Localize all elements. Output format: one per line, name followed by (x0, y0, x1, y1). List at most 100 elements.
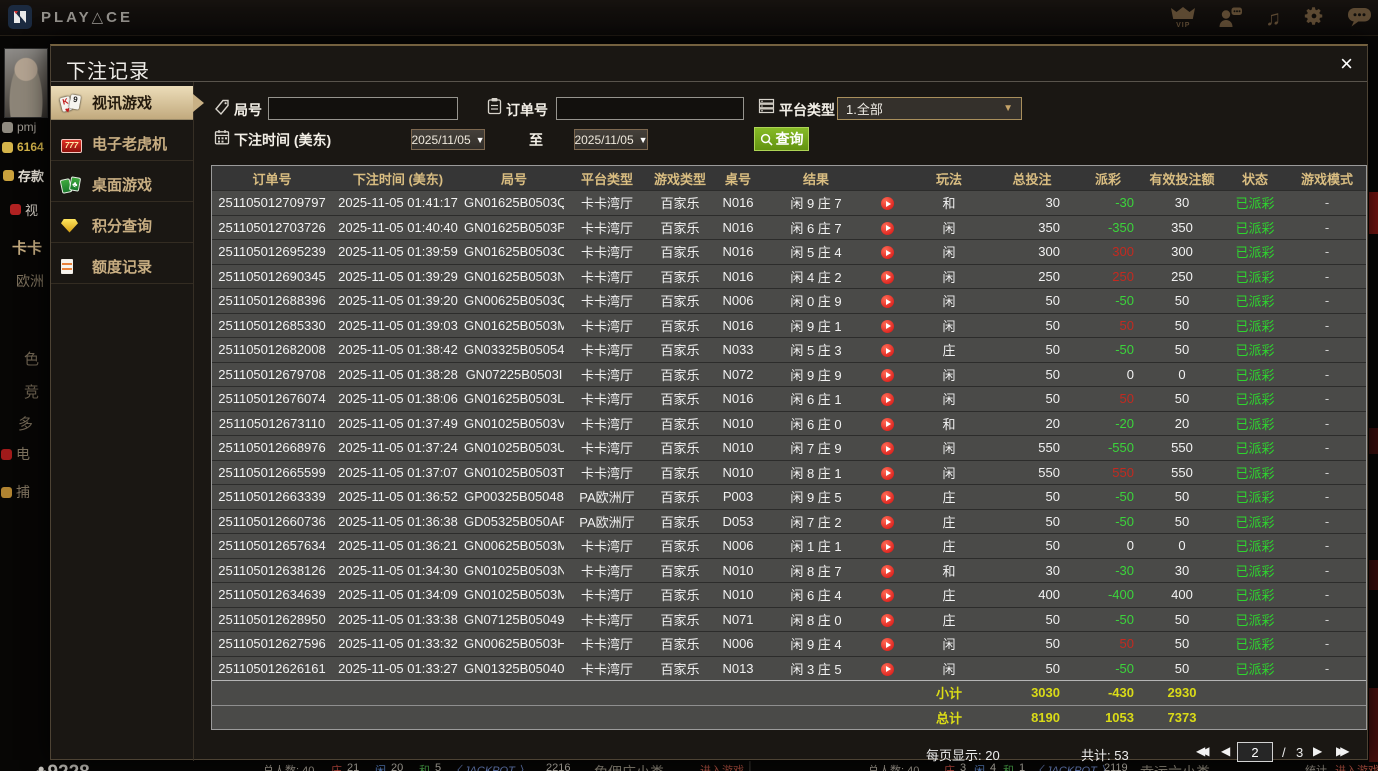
next-page-button[interactable]: ▶ (1313, 744, 1323, 758)
cell: 百家乐 (660, 588, 700, 604)
replay-play-icon[interactable] (880, 564, 894, 578)
cell: 小计 (935, 686, 962, 702)
cell: - (1324, 317, 1330, 333)
replay-play-icon[interactable] (880, 344, 894, 358)
platform-type-select[interactable]: 1.全部 ▼ (837, 97, 1022, 120)
cell: 庄 (942, 612, 956, 628)
cell (866, 636, 908, 652)
cell: 251105012663339 (218, 489, 326, 505)
last-page-button[interactable]: ▶▶ (1336, 744, 1350, 758)
brand-text: PLAY△CE (41, 9, 134, 26)
sidebar-tab-greencards[interactable]: ♣ 桌面游戏 (51, 168, 193, 202)
topbar-icons: VIP ♫ (1170, 0, 1372, 36)
chat-icon[interactable] (1347, 6, 1372, 31)
cell: 550 (1171, 440, 1193, 456)
table-header-row: 订单号 下注时间 (美东) 局号 平台类型 游戏类型 桌号 结果 玩法 总投注 派彩 有效投注额 状态… (212, 166, 1366, 190)
cell: 50 (1174, 293, 1190, 309)
avatar[interactable] (4, 48, 48, 118)
replay-play-icon[interactable] (880, 393, 894, 407)
replay-play-icon[interactable] (880, 295, 894, 309)
cell: 游戏类型 (653, 171, 706, 187)
cell: 卡卡湾厅 (580, 392, 633, 408)
cell: N006 (722, 636, 754, 652)
cell: -350 (1107, 219, 1134, 235)
music-icon[interactable]: ♫ (1265, 6, 1281, 30)
date-to-picker[interactable]: 2025/11/05 ▼ (574, 129, 648, 150)
table-row: 251105012668976 2025-11-05 01:37:24 GN0102… (212, 435, 1366, 460)
cell: 50 (1174, 391, 1190, 407)
replay-play-icon[interactable] (880, 515, 894, 529)
to-label: 至 (529, 132, 543, 148)
replay-play-icon[interactable] (880, 319, 894, 333)
cell: 玩法 (935, 171, 962, 187)
cell: 50 (1119, 636, 1134, 652)
search-button[interactable]: 查询 (754, 127, 809, 151)
table-row: 251105012679708 2025-11-05 01:38:28 GN0722… (212, 361, 1366, 387)
cell: 251105012665599 (218, 464, 326, 480)
cell: 百家乐 (660, 514, 700, 530)
close-icon[interactable]: × (1340, 51, 1353, 76)
lobby-item-label: 捕 (16, 484, 30, 500)
sidebar-tab-diamond[interactable]: 积分查询 (51, 209, 193, 243)
replay-play-icon[interactable] (880, 246, 894, 260)
replay-play-icon[interactable] (880, 417, 894, 431)
replay-play-icon[interactable] (880, 270, 894, 284)
replay-play-icon[interactable] (880, 491, 894, 505)
cell: 闲 6 庄 7 (790, 220, 842, 236)
cell (866, 489, 908, 505)
cell: 百家乐 (660, 416, 700, 432)
replay-play-icon[interactable] (880, 197, 894, 211)
order-no-input[interactable] (556, 97, 744, 120)
cell: 400 (1171, 587, 1193, 603)
replay-play-icon[interactable] (880, 442, 894, 456)
round-no-input[interactable] (268, 97, 458, 120)
cell: N016 (722, 391, 754, 407)
page-input[interactable]: 2 (1237, 742, 1273, 762)
lobby-status-fragment: │ (747, 762, 754, 771)
cell: 闲 9 庄 1 (790, 318, 842, 334)
vip-icon[interactable]: VIP (1170, 7, 1196, 29)
cell: 550 (1112, 464, 1134, 480)
cell: 游戏模式 (1300, 171, 1353, 187)
prev-page-button[interactable]: ◀ (1221, 744, 1231, 758)
replay-play-icon[interactable] (880, 589, 894, 603)
cell: 已派彩 (1235, 441, 1275, 457)
lobby-item: 欧洲 (16, 271, 44, 291)
cell (866, 220, 908, 235)
replay-play-icon[interactable] (880, 221, 894, 235)
support-icon[interactable] (1218, 6, 1243, 31)
date-from-picker[interactable]: 2025/11/05 ▼ (411, 129, 485, 150)
cell: - (1324, 415, 1330, 431)
replay-play-icon[interactable] (880, 540, 894, 554)
sidebar-tab-slots[interactable]: 777 电子老虎机 (51, 127, 193, 161)
cell: 2025-11-05 01:37:24 (338, 440, 458, 456)
replay-play-icon[interactable] (880, 638, 894, 652)
cell: 闲 3 庄 5 (790, 661, 842, 677)
cell: 闲 8 庄 7 (790, 563, 842, 579)
cell: 251105012688396 (218, 293, 326, 309)
first-page-button[interactable]: ◀◀ (1196, 744, 1210, 758)
replay-play-icon[interactable] (880, 613, 894, 627)
table-row: 251105012663339 2025-11-05 01:36:52 GP0032… (212, 484, 1366, 509)
lobby-item: 竞 (24, 381, 39, 402)
lobby-status-fragment: 〈 JACKPOT 〉 (450, 765, 529, 771)
cell: 庄 (942, 514, 956, 530)
replay-play-icon[interactable] (880, 368, 894, 382)
settings-gear-icon[interactable] (1303, 5, 1325, 31)
replay-play-icon[interactable] (880, 466, 894, 480)
replay-play-icon[interactable] (880, 662, 894, 676)
cell: GN01025B0503N (464, 562, 564, 578)
cell: 50 (1119, 391, 1134, 407)
lobby-item: 卡卡 (12, 237, 42, 258)
cell: 闲 (942, 392, 956, 408)
cell: 卡卡湾厅 (580, 294, 633, 310)
lobby-status-fragment: 进入游戏 (1335, 765, 1378, 771)
cell: PA欧洲厅 (579, 490, 635, 506)
cell: GN01625B0503M (464, 317, 564, 333)
lobby-item: 电 (1, 444, 30, 464)
sidebar-tab-cards[interactable]: K ♥ 9 视讯游戏 (51, 86, 204, 120)
sidebar-tab-doc[interactable]: 额度记录 (51, 250, 193, 284)
cell: GD05325B050AF (464, 513, 564, 529)
cell: 和 (942, 416, 956, 432)
cell: N016 (722, 268, 754, 284)
